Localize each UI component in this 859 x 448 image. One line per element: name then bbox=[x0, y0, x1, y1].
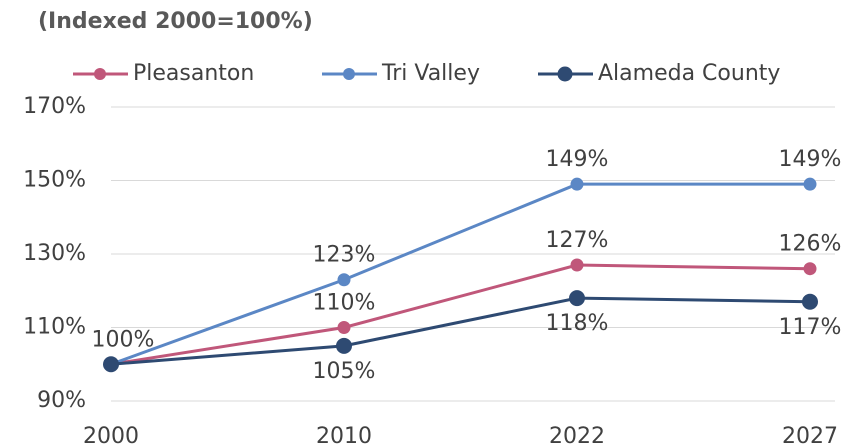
data-point bbox=[336, 337, 352, 354]
y-tick-label: 110% bbox=[23, 315, 86, 340]
legend-label: Tri Valley bbox=[381, 61, 480, 86]
data-label: 127% bbox=[546, 228, 609, 253]
legend-marker bbox=[94, 68, 106, 80]
data-point bbox=[570, 258, 584, 272]
data-point bbox=[337, 273, 351, 287]
data-point bbox=[103, 356, 119, 373]
data-label: 118% bbox=[546, 311, 609, 336]
x-tick-label: 2027 bbox=[782, 424, 838, 448]
legend-label: Pleasanton bbox=[133, 61, 254, 86]
data-point bbox=[803, 262, 817, 276]
data-label: 110% bbox=[313, 291, 376, 316]
data-point bbox=[803, 177, 817, 191]
data-point bbox=[337, 321, 351, 334]
x-tick-label: 2010 bbox=[316, 424, 372, 448]
series-line bbox=[110, 182, 810, 366]
legend-label: Alameda County bbox=[598, 61, 780, 86]
data-label: 105% bbox=[313, 359, 376, 384]
data-label: 149% bbox=[779, 147, 842, 172]
data-label: 149% bbox=[546, 147, 609, 172]
x-tick-label: 2000 bbox=[83, 424, 139, 448]
data-point bbox=[802, 293, 818, 310]
data-point bbox=[569, 290, 585, 307]
data-label: 100% bbox=[92, 327, 155, 352]
data-label: 123% bbox=[313, 243, 376, 268]
y-tick-label: 90% bbox=[37, 388, 86, 413]
y-tick-label: 130% bbox=[23, 241, 86, 266]
series-line bbox=[110, 263, 811, 366]
y-tick-label: 170% bbox=[23, 94, 86, 119]
x-tick-label: 2022 bbox=[549, 424, 605, 448]
legend-marker bbox=[557, 66, 573, 82]
chart-title: (Indexed 2000=100%) bbox=[38, 9, 313, 34]
series-line bbox=[110, 296, 811, 366]
data-point bbox=[570, 177, 584, 191]
data-label: 117% bbox=[779, 315, 842, 340]
legend-marker bbox=[343, 68, 355, 80]
data-label: 126% bbox=[779, 232, 842, 257]
y-tick-label: 150% bbox=[23, 168, 86, 193]
